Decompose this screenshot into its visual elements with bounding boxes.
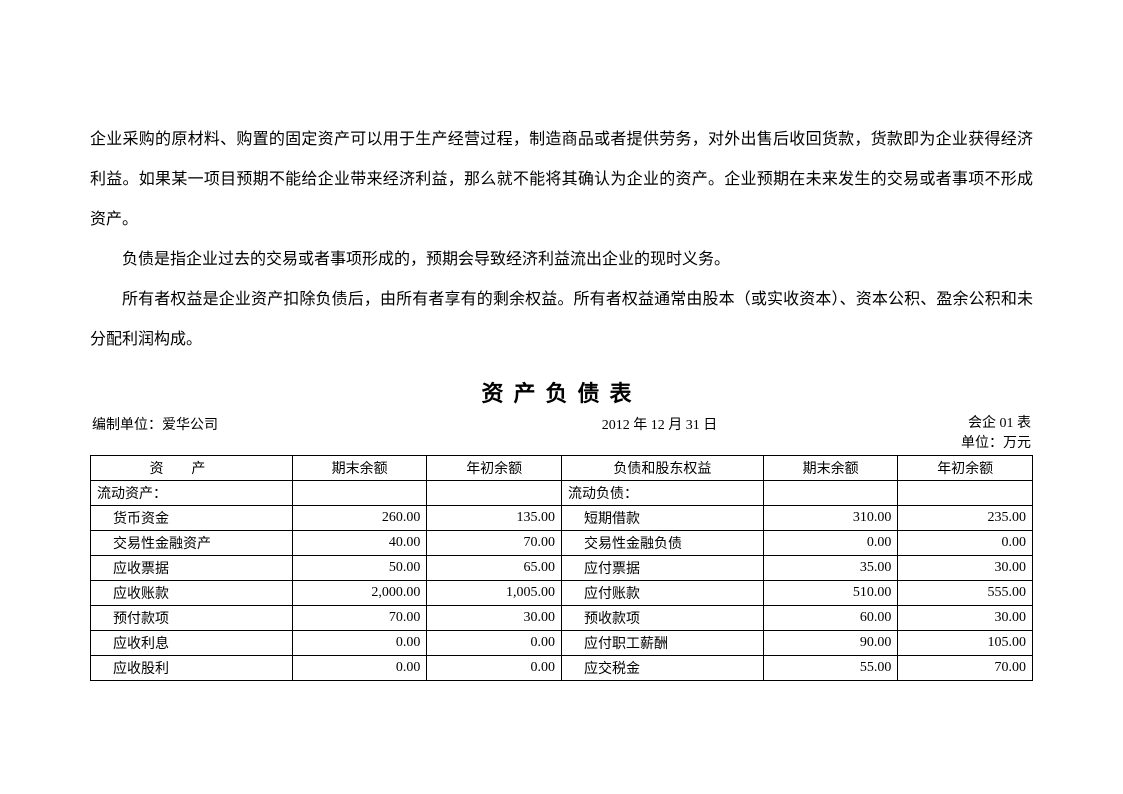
- unit-label: 单位：万元: [961, 434, 1031, 454]
- liab-begin: 30.00: [898, 556, 1033, 581]
- liab-begin: 555.00: [898, 581, 1033, 606]
- asset-end: 2,000.00: [292, 581, 427, 606]
- liab-name: 应付账款: [561, 581, 763, 606]
- asset-begin: 1,005.00: [427, 581, 562, 606]
- asset-end: 260.00: [292, 506, 427, 531]
- paragraph-3: 所有者权益是企业资产扣除负债后，由所有者享有的剩余权益。所有者权益通常由股本（或…: [90, 280, 1033, 360]
- liab-begin: 70.00: [898, 656, 1033, 681]
- asset-name: 应收账款: [91, 581, 293, 606]
- liab-end: 510.00: [763, 581, 898, 606]
- col-end-balance: 期末余额: [292, 456, 427, 481]
- asset-begin: 65.00: [427, 556, 562, 581]
- asset-end: 40.00: [292, 531, 427, 556]
- asset-end: 70.00: [292, 606, 427, 631]
- liab-name: 预收款项: [561, 606, 763, 631]
- prepared-by-label: 编制单位：: [92, 418, 162, 433]
- asset-begin: 30.00: [427, 606, 562, 631]
- asset-name: 应收票据: [91, 556, 293, 581]
- asset-begin: 135.00: [427, 506, 562, 531]
- table-row: 预付款项70.0030.00预收款项60.0030.00: [91, 606, 1033, 631]
- liab-name: 交易性金融负债: [561, 531, 763, 556]
- current-liabilities-label: 流动负债：: [561, 481, 763, 506]
- liab-end: 310.00: [763, 506, 898, 531]
- liab-begin: 105.00: [898, 631, 1033, 656]
- table-meta: 编制单位：爱华公司 2012 年 12 月 31 日 会企 01 表 单位：万元: [90, 414, 1033, 453]
- asset-name: 交易性金融资产: [91, 531, 293, 556]
- asset-begin: 70.00: [427, 531, 562, 556]
- liab-name: 应付职工薪酬: [561, 631, 763, 656]
- header-row: 资产 期末余额 年初余额 负债和股东权益 期末余额 年初余额: [91, 456, 1033, 481]
- asset-begin: 0.00: [427, 631, 562, 656]
- table-row: 应收账款2,000.001,005.00应付账款510.00555.00: [91, 581, 1033, 606]
- liab-name: 应付票据: [561, 556, 763, 581]
- liab-begin: 30.00: [898, 606, 1033, 631]
- liab-end: 0.00: [763, 531, 898, 556]
- table-row: 货币资金260.00135.00短期借款310.00235.00: [91, 506, 1033, 531]
- balance-sheet-table: 资产 期末余额 年初余额 负债和股东权益 期末余额 年初余额 流动资产： 流动负…: [90, 455, 1033, 681]
- current-assets-label: 流动资产：: [91, 481, 293, 506]
- col-end-balance2: 期末余额: [763, 456, 898, 481]
- asset-end: 50.00: [292, 556, 427, 581]
- asset-name: 预付款项: [91, 606, 293, 631]
- col-assets: 资产: [91, 456, 293, 481]
- liab-end: 60.00: [763, 606, 898, 631]
- asset-name: 应收股利: [91, 656, 293, 681]
- report-date: 2012 年 12 月 31 日: [218, 414, 961, 453]
- asset-end: 0.00: [292, 631, 427, 656]
- liab-end: 55.00: [763, 656, 898, 681]
- asset-name: 货币资金: [91, 506, 293, 531]
- liab-begin: 0.00: [898, 531, 1033, 556]
- liab-begin: 235.00: [898, 506, 1033, 531]
- col-liab-equity: 负债和股东权益: [561, 456, 763, 481]
- liab-name: 应交税金: [561, 656, 763, 681]
- col-begin-balance2: 年初余额: [898, 456, 1033, 481]
- asset-name: 应收利息: [91, 631, 293, 656]
- col-begin-balance: 年初余额: [427, 456, 562, 481]
- table-row: 交易性金融资产40.0070.00交易性金融负债0.000.00: [91, 531, 1033, 556]
- form-code: 会企 01 表: [961, 414, 1031, 434]
- table-row: 应收票据50.0065.00应付票据35.0030.00: [91, 556, 1033, 581]
- table-row: 应收股利0.000.00应交税金55.0070.00: [91, 656, 1033, 681]
- paragraph-1: 企业采购的原材料、购置的固定资产可以用于生产经营过程，制造商品或者提供劳务，对外…: [90, 120, 1033, 240]
- prepared-by-value: 爱华公司: [162, 418, 218, 433]
- liab-name: 短期借款: [561, 506, 763, 531]
- liab-end: 35.00: [763, 556, 898, 581]
- table-row: 应收利息0.000.00应付职工薪酬90.00105.00: [91, 631, 1033, 656]
- paragraph-2: 负债是指企业过去的交易或者事项形成的，预期会导致经济利益流出企业的现时义务。: [90, 240, 1033, 280]
- asset-end: 0.00: [292, 656, 427, 681]
- asset-begin: 0.00: [427, 656, 562, 681]
- liab-end: 90.00: [763, 631, 898, 656]
- table-title: 资产负债表: [90, 376, 1033, 408]
- section-row: 流动资产： 流动负债：: [91, 481, 1033, 506]
